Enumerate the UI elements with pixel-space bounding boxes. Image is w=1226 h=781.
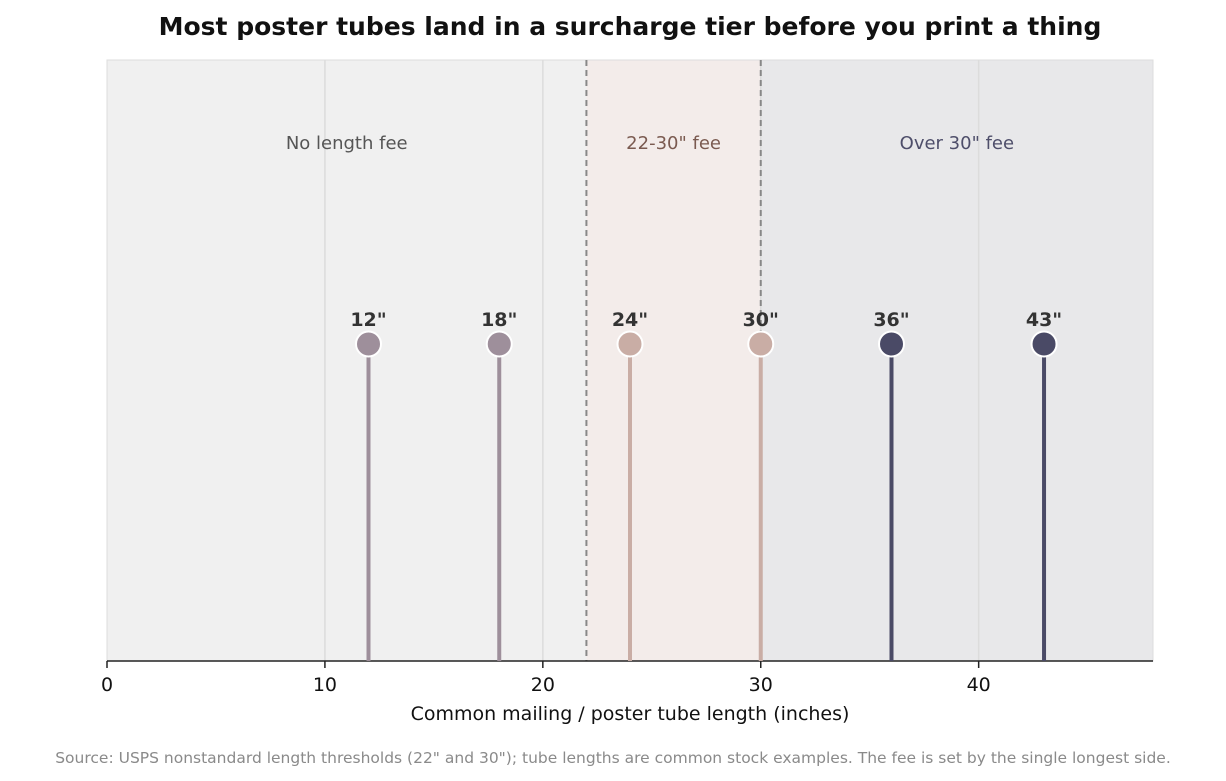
zone-background-1 (107, 60, 587, 661)
data-point-30 (747, 330, 775, 358)
zone-label-3: Over 30" fee (900, 133, 1014, 154)
data-point-18 (485, 330, 513, 358)
plot-area: No length fee 22-30" fee Over 30" fee 0 10 20… (101, 59, 1154, 696)
zone-label-1: No length fee (286, 133, 408, 154)
chart-title: Most poster tubes land in a surcharge ti… (159, 12, 1102, 41)
x-axis-label: Common mailing / poster tube length (inc… (411, 703, 850, 725)
zone-label-2: 22-30" fee (626, 133, 721, 154)
data-point-12 (355, 330, 382, 358)
x-tick-label-30: 30 (749, 674, 773, 696)
source-note: Source: USPS nonstandard length threshol… (55, 749, 1171, 767)
data-point-43 (1030, 330, 1058, 358)
data-label-36: 36" (873, 309, 909, 331)
data-label-12: 12" (350, 309, 386, 331)
x-tick-label-40: 40 (967, 674, 991, 696)
data-point-24 (616, 330, 644, 358)
x-tick-label-0: 0 (101, 674, 113, 696)
data-label-30: 30" (743, 309, 779, 331)
data-point-36 (878, 330, 905, 358)
x-tick-label-20: 20 (531, 674, 555, 696)
data-label-24: 24" (612, 309, 648, 331)
data-label-43: 43" (1026, 309, 1062, 331)
data-label-18: 18" (481, 309, 517, 331)
zone-background-2 (586, 60, 761, 661)
x-tick-label-10: 10 (313, 674, 337, 696)
zone-background-3 (760, 60, 1153, 661)
